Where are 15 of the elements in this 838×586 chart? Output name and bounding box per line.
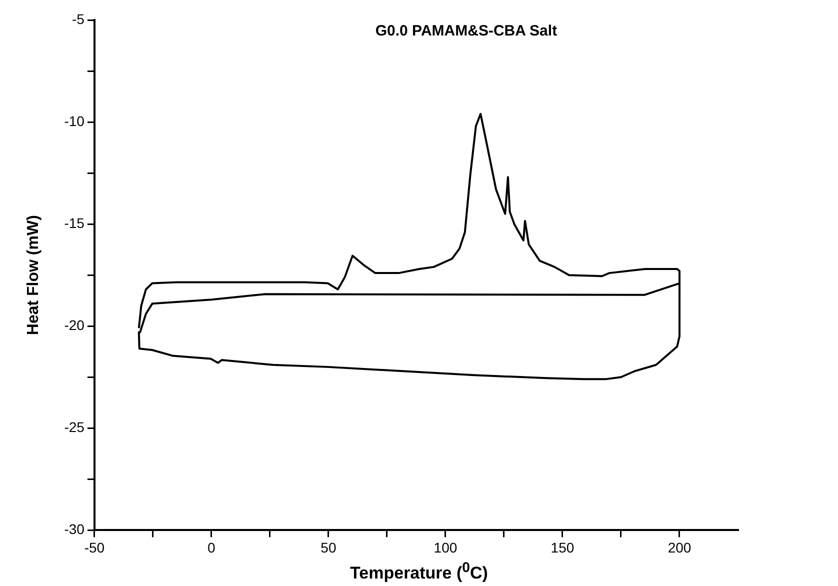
x-tick-label: 200: [668, 539, 692, 556]
chart-title: G0.0 PAMAM&S-CBA Salt: [375, 22, 558, 40]
x-tick-label: 0: [208, 539, 216, 556]
y-axis-title: Heat Flow (mW): [25, 215, 42, 336]
y-tick-label: -5: [72, 10, 85, 27]
x-tick-label: 150: [550, 539, 574, 556]
x-tick-label: -50: [84, 539, 105, 556]
x-axis-title: Temperature ($^{0}$C): [349, 560, 489, 584]
y-tick-label: -30: [64, 521, 85, 538]
x-tick-label: 100: [434, 539, 458, 556]
x-tick-label: 50: [320, 539, 336, 556]
y-tick-label: -15: [64, 214, 85, 231]
y-tick-label: -25: [64, 419, 85, 436]
y-tick-label: -10: [64, 112, 85, 129]
y-tick-label: -20: [64, 316, 85, 333]
